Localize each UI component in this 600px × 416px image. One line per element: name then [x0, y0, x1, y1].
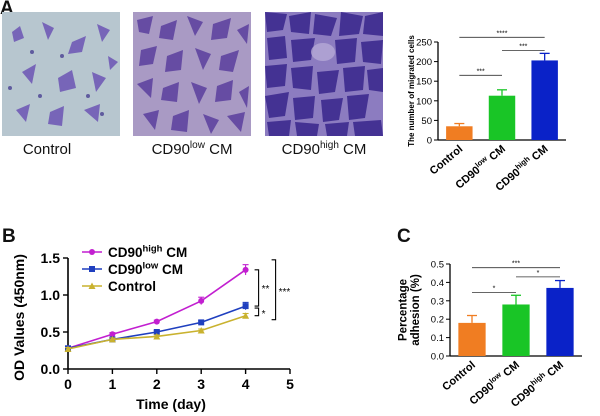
bar-0 [446, 126, 473, 140]
y-axis-label: Percentageadhesion (%) [397, 274, 422, 346]
legend-marker [89, 249, 95, 255]
significance-stars: ** [262, 284, 270, 295]
data-point [242, 312, 250, 319]
x-category-label: Control [440, 359, 478, 393]
y-axis-label: OD Values (450nm) [11, 254, 27, 381]
y-axis-label: The number of migrated cells [407, 35, 416, 147]
y-tick-label: 0.0 [431, 352, 444, 363]
y-tick-label: 1.5 [41, 250, 61, 266]
data-point [242, 266, 249, 273]
y-tick-label: 200 [416, 57, 432, 68]
legend-label: CD90low CM [108, 261, 183, 277]
significance-bracket [271, 259, 277, 321]
legend-label: Control [108, 279, 156, 294]
significance-stars: *** [279, 287, 291, 298]
y-tick-label: 0.2 [431, 315, 444, 326]
significance-bracket [254, 269, 260, 307]
data-point [153, 318, 160, 325]
significance-stars: *** [519, 44, 527, 51]
adhesion-bar-chart: 0.0 0.1 0.2 0.3 0.4 0.5 Percentageadhesion (%)… [397, 260, 582, 410]
x-tick-label: 3 [197, 376, 205, 392]
y-tick-label: 0.3 [431, 296, 444, 307]
legend-marker [88, 282, 96, 289]
legend-marker [89, 266, 95, 272]
significance-stars: * [493, 286, 496, 293]
data-point [109, 331, 116, 338]
y-tick-label: 50 [421, 116, 432, 127]
micrograph-label-cd90-low: CD90low CM [151, 140, 233, 158]
bar-1 [502, 304, 530, 356]
series-line-1 [67, 305, 246, 350]
x-tick-label: 5 [286, 376, 294, 392]
x-tick-label: 4 [242, 376, 250, 392]
significance-bracket [254, 307, 260, 317]
y-tick-label: 0.5 [431, 260, 444, 271]
bar-2 [531, 60, 558, 141]
panel-b-letter: B [2, 226, 16, 247]
data-point [64, 345, 72, 353]
x-category-label: Control [428, 143, 466, 177]
bar-2 [546, 287, 574, 356]
y-tick-label: 0.1 [431, 333, 444, 344]
legend-label: CD90high CM [108, 244, 187, 260]
significance-stars: **** [497, 30, 508, 37]
y-tick-label: 100 [416, 96, 432, 107]
y-tick-label: 0 [427, 136, 432, 147]
proliferation-line-chart: 0.0 0.5 1.0 1.5 0 1 2 3 4 5 Time (day) OD Values (4… [11, 244, 294, 412]
panel-c-letter: C [397, 226, 411, 247]
bar-0 [458, 322, 486, 356]
micrograph-cd90-high [265, 12, 383, 136]
x-tick-label: 0 [64, 376, 72, 392]
data-point [108, 335, 116, 343]
micrograph-label-cd90-high: CD90high CM [281, 140, 367, 158]
y-tick-label: 0.5 [41, 324, 61, 340]
micrograph-cd90-low [133, 12, 251, 136]
significance-stars: *** [477, 68, 485, 75]
x-axis-label: Time (day) [136, 396, 206, 412]
y-tick-label: 150 [416, 77, 432, 88]
data-point [242, 303, 249, 310]
significance-stars: *** [512, 261, 520, 268]
x-tick-label: 2 [153, 376, 161, 392]
significance-stars: * [262, 309, 266, 320]
data-point [198, 297, 205, 304]
x-tick-label: 1 [109, 376, 117, 392]
significance-stars: * [537, 270, 540, 277]
bar-1 [488, 95, 516, 140]
micrograph-control [2, 12, 120, 136]
data-point [153, 329, 160, 335]
micrograph-label-control: Control [22, 141, 72, 158]
y-tick-label: 0.0 [41, 361, 61, 377]
data-point [198, 319, 205, 326]
data-point [197, 327, 205, 334]
data-point [153, 332, 161, 340]
y-tick-label: 0.4 [431, 278, 444, 289]
y-tick-label: 1.0 [41, 287, 61, 303]
y-tick-label: 250 [416, 38, 432, 49]
